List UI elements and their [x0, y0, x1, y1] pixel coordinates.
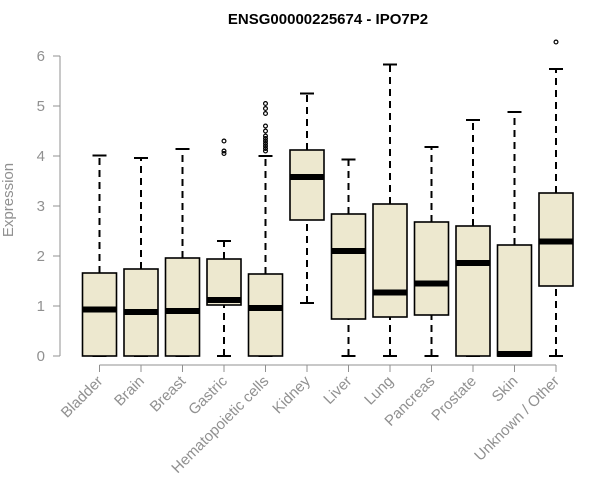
box-liver [330, 158, 367, 357]
outlier-point [263, 148, 269, 154]
box-lung [372, 63, 408, 357]
y-tick-label: 0 [37, 348, 45, 365]
outlier-point [263, 123, 269, 129]
outlier-point [263, 136, 269, 142]
outlier-point [263, 146, 269, 152]
outlier-point [263, 110, 269, 116]
y-tick-label: 1 [37, 298, 45, 315]
box-kidney [289, 92, 325, 304]
box-hematopoietic-cells [247, 100, 284, 357]
iqr-box [455, 225, 491, 357]
x-tick-label: Prostate [428, 373, 480, 425]
x-tick-label: Lung [361, 373, 397, 409]
outlier-point [553, 39, 559, 45]
chart-title: ENSG00000225674 - IPO7P2 [228, 11, 428, 28]
outlier-point [221, 151, 227, 157]
box-skin [496, 111, 533, 357]
y-axis: 0 1 2 3 4 5 6 [37, 48, 61, 365]
y-tick-label: 6 [37, 48, 45, 65]
outlier-point [263, 143, 269, 149]
outlier-point [221, 138, 227, 144]
x-tick-label: Breast [147, 372, 190, 415]
box-pancreas [413, 146, 450, 357]
y-tick-label: 5 [37, 98, 45, 115]
boxes-group [81, 39, 574, 357]
outlier-point [263, 133, 269, 139]
iqr-box [289, 149, 325, 221]
iqr-box [330, 213, 367, 320]
iqr-box [496, 244, 533, 357]
x-tick-label: Kidney [269, 372, 314, 417]
y-tick-label: 4 [37, 148, 45, 165]
outlier-point [263, 138, 269, 144]
box-unknown-other [538, 39, 574, 357]
y-tick-label: 2 [37, 248, 45, 265]
box-prostate [455, 119, 491, 357]
x-tick-label: Skin [489, 373, 522, 406]
y-tick-label: 3 [37, 198, 45, 215]
outlier-point [263, 128, 269, 134]
outlier-point [263, 141, 269, 147]
y-axis-label: Expression [0, 163, 17, 237]
iqr-box [247, 273, 284, 357]
box-bladder [81, 154, 118, 357]
x-tick-label: Liver [320, 373, 355, 408]
iqr-box [372, 203, 408, 318]
x-tick-label: Bladder [58, 373, 107, 422]
outlier-point [263, 100, 269, 106]
box-brain [123, 157, 159, 357]
outlier-point [221, 148, 227, 154]
x-tick-label: Brain [111, 373, 148, 410]
outlier-point [263, 105, 269, 111]
iqr-box [81, 272, 118, 357]
iqr-box [413, 221, 450, 316]
box-gastric [206, 138, 242, 357]
iqr-box [164, 257, 201, 357]
box-breast [164, 148, 201, 357]
